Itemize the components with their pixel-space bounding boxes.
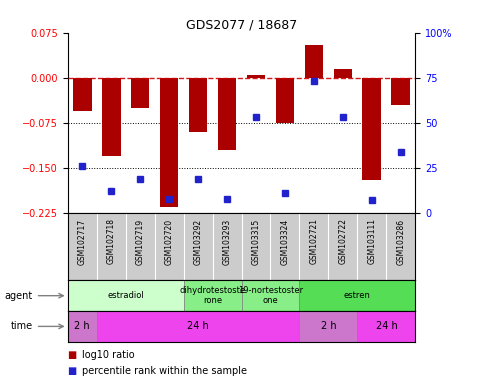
- Bar: [276, 78, 295, 123]
- Bar: [392, 78, 411, 105]
- Text: GSM103111: GSM103111: [368, 218, 376, 265]
- Text: 2 h: 2 h: [74, 321, 90, 331]
- Bar: [247, 75, 266, 78]
- Bar: [68, 280, 184, 311]
- Bar: [334, 69, 353, 78]
- Bar: [73, 78, 92, 111]
- Text: estradiol: estradiol: [107, 291, 144, 300]
- Text: ■: ■: [68, 366, 77, 376]
- Text: log10 ratio: log10 ratio: [82, 350, 135, 360]
- Text: GSM103324: GSM103324: [281, 218, 289, 265]
- Text: 24 h: 24 h: [375, 321, 398, 331]
- Text: dihydrotestoste
rone: dihydrotestoste rone: [180, 286, 245, 305]
- Bar: [160, 78, 179, 207]
- Bar: [102, 78, 121, 156]
- Bar: [68, 311, 97, 342]
- Text: GSM102720: GSM102720: [165, 218, 173, 265]
- Text: GSM102719: GSM102719: [136, 218, 144, 265]
- Text: time: time: [11, 321, 63, 331]
- Bar: [189, 78, 208, 132]
- Text: agent: agent: [5, 291, 63, 301]
- Bar: [299, 311, 357, 342]
- Text: percentile rank within the sample: percentile rank within the sample: [82, 366, 247, 376]
- Text: ■: ■: [68, 350, 77, 360]
- Text: GSM103315: GSM103315: [252, 218, 260, 265]
- Text: estren: estren: [344, 291, 371, 300]
- Text: GSM102721: GSM102721: [310, 218, 318, 265]
- Bar: [97, 311, 299, 342]
- Bar: [305, 45, 324, 78]
- Text: 2 h: 2 h: [321, 321, 336, 331]
- Bar: [218, 78, 237, 150]
- Text: 24 h: 24 h: [187, 321, 209, 331]
- Bar: [131, 78, 150, 108]
- Bar: [299, 280, 415, 311]
- Bar: [357, 311, 415, 342]
- Text: GSM102718: GSM102718: [107, 218, 115, 265]
- Bar: [242, 280, 299, 311]
- Bar: [184, 280, 242, 311]
- Bar: [363, 78, 382, 180]
- Text: GSM103292: GSM103292: [194, 218, 202, 265]
- Text: GSM102722: GSM102722: [339, 218, 347, 265]
- Title: GDS2077 / 18687: GDS2077 / 18687: [186, 18, 297, 31]
- Text: GSM103286: GSM103286: [397, 218, 405, 265]
- Text: 19-nortestoster
one: 19-nortestoster one: [238, 286, 303, 305]
- Text: GSM102717: GSM102717: [78, 218, 86, 265]
- Text: GSM103293: GSM103293: [223, 218, 231, 265]
